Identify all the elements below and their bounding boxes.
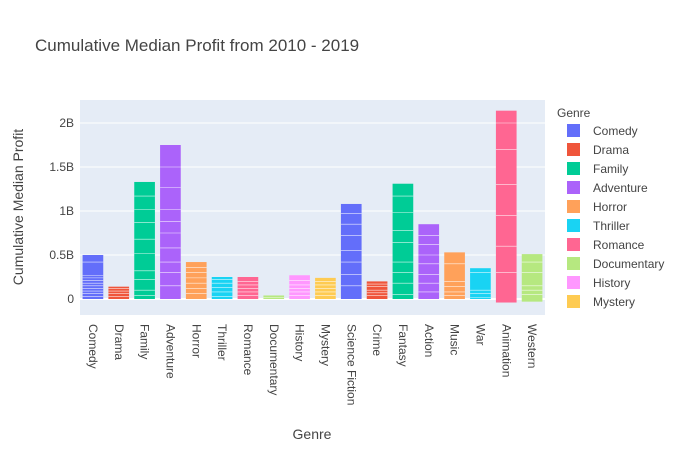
legend-label: Documentary xyxy=(593,257,664,271)
chart-title: Cumulative Median Profit from 2010 - 201… xyxy=(35,36,359,55)
legend-label: Romance xyxy=(593,238,645,252)
legend-swatch xyxy=(567,238,580,251)
legend-item-comedy[interactable]: Comedy xyxy=(567,124,638,138)
y-tick-label: 1.5B xyxy=(49,160,74,174)
legend-swatch xyxy=(567,219,580,232)
x-tick-label: Western xyxy=(525,324,539,368)
bar-science-fiction[interactable] xyxy=(340,203,362,299)
plot-area xyxy=(80,100,545,315)
y-tick-label: 0.5B xyxy=(49,248,74,262)
bar-action[interactable] xyxy=(418,224,440,299)
x-tick-label: Animation xyxy=(499,324,513,377)
bar-fantasy[interactable] xyxy=(392,183,414,299)
legend[interactable]: Genre Comedy Drama Family Adventure Horror Th… xyxy=(557,106,664,309)
x-tick-label: Drama xyxy=(112,324,126,360)
legend-label: Drama xyxy=(593,143,629,157)
x-tick-label: War xyxy=(473,324,487,346)
x-axis-title: Genre xyxy=(293,426,332,442)
x-tick-label: Romance xyxy=(241,324,255,376)
bar-war[interactable] xyxy=(470,268,491,299)
x-tick-label: Documentary xyxy=(267,324,281,395)
legend-label: History xyxy=(593,276,630,290)
y-tick-label: 2B xyxy=(59,116,74,130)
legend-item-thriller[interactable]: Thriller xyxy=(567,219,630,233)
x-tick-label: Adventure xyxy=(163,324,177,379)
legend-item-adventure[interactable]: Adventure xyxy=(567,181,648,195)
bar-romance[interactable] xyxy=(237,277,259,299)
x-axis-ticks: Comedy Drama Family Adventure Horror Thriller… xyxy=(86,324,539,405)
x-tick-label: Music xyxy=(448,324,462,355)
x-tick-label: Thriller xyxy=(215,324,229,361)
legend-swatch xyxy=(567,143,580,156)
bar-animation[interactable] xyxy=(495,110,517,303)
x-tick-label: Family xyxy=(138,324,152,359)
legend-item-drama[interactable]: Drama xyxy=(567,143,629,157)
legend-item-history[interactable]: History xyxy=(567,276,630,290)
legend-item-documentary[interactable]: Documentary xyxy=(567,257,664,271)
bar-horror[interactable] xyxy=(185,262,207,299)
x-tick-label: Crime xyxy=(370,324,384,356)
bar-comedy[interactable] xyxy=(82,255,104,299)
legend-swatch xyxy=(567,181,580,194)
y-tick-label: 0 xyxy=(67,292,74,306)
bar-thriller[interactable] xyxy=(211,277,233,299)
legend-label: Horror xyxy=(593,200,627,214)
legend-label: Family xyxy=(593,162,628,176)
y-tick-label: 1B xyxy=(59,204,74,218)
legend-item-mystery[interactable]: Mystery xyxy=(567,295,635,309)
legend-item-horror[interactable]: Horror xyxy=(567,200,627,214)
legend-swatch xyxy=(567,257,580,270)
legend-swatch xyxy=(567,124,580,137)
x-tick-label: Science Fiction xyxy=(344,324,358,405)
legend-label: Adventure xyxy=(593,181,648,195)
gridlines xyxy=(80,122,545,300)
legend-item-romance[interactable]: Romance xyxy=(567,238,645,252)
y-axis-title: Cumulative Median Profit xyxy=(10,129,26,286)
legend-swatch xyxy=(567,295,580,308)
x-tick-label: Action xyxy=(422,324,436,357)
legend-label: Thriller xyxy=(593,219,630,233)
legend-label: Mystery xyxy=(593,295,635,309)
legend-title: Genre xyxy=(557,106,591,120)
bar-western[interactable] xyxy=(521,254,543,302)
x-tick-label: Comedy xyxy=(86,324,100,369)
x-tick-label: Fantasy xyxy=(396,324,410,367)
x-tick-label: Mystery xyxy=(318,324,332,366)
x-tick-label: History xyxy=(293,324,307,361)
legend-item-family[interactable]: Family xyxy=(567,162,628,176)
legend-swatch xyxy=(567,200,580,213)
bars xyxy=(82,110,543,303)
legend-label: Comedy xyxy=(593,124,638,138)
bar-adventure[interactable] xyxy=(160,145,181,299)
bar-history[interactable] xyxy=(289,275,310,299)
legend-swatch xyxy=(567,162,580,175)
x-tick-label: Horror xyxy=(189,324,203,358)
bar-drama[interactable] xyxy=(108,286,130,299)
y-axis-ticks: 0 0.5B 1B 1.5B 2B xyxy=(49,116,74,306)
legend-swatch xyxy=(567,276,580,289)
bar-family[interactable] xyxy=(134,181,155,299)
